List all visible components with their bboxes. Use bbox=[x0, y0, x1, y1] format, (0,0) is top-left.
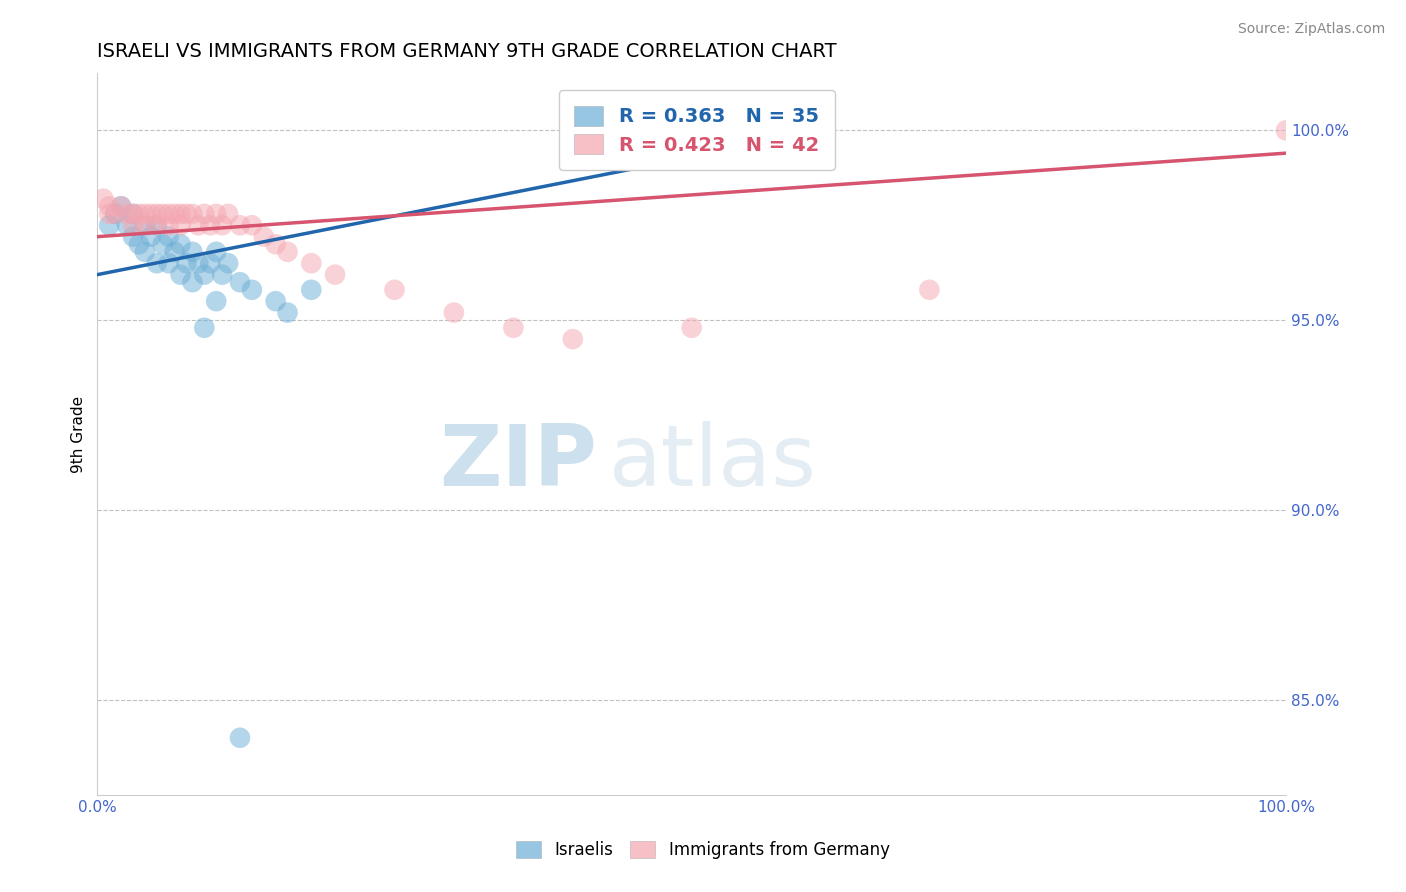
Point bbox=[229, 731, 252, 745]
Point bbox=[229, 275, 252, 289]
Point bbox=[181, 207, 204, 221]
Point bbox=[1275, 123, 1298, 137]
Point bbox=[443, 305, 465, 319]
Point bbox=[98, 207, 121, 221]
Point bbox=[205, 207, 228, 221]
Point bbox=[323, 268, 346, 282]
Point bbox=[157, 207, 180, 221]
Point bbox=[122, 207, 145, 221]
Legend: R = 0.363   N = 35, R = 0.423   N = 42: R = 0.363 N = 35, R = 0.423 N = 42 bbox=[558, 90, 835, 170]
Point bbox=[561, 332, 583, 346]
Point bbox=[139, 207, 162, 221]
Point bbox=[205, 294, 228, 309]
Point bbox=[240, 219, 263, 233]
Point bbox=[169, 268, 191, 282]
Point bbox=[169, 219, 191, 233]
Point bbox=[157, 256, 180, 270]
Point bbox=[205, 244, 228, 259]
Point bbox=[98, 219, 121, 233]
Point bbox=[240, 283, 263, 297]
Point bbox=[122, 229, 145, 244]
Point bbox=[163, 244, 186, 259]
Point bbox=[384, 283, 406, 297]
Point bbox=[146, 219, 169, 233]
Point bbox=[134, 244, 156, 259]
Point bbox=[134, 207, 156, 221]
Point bbox=[176, 207, 198, 221]
Point bbox=[211, 219, 233, 233]
Point bbox=[277, 244, 299, 259]
Point bbox=[157, 229, 180, 244]
Point bbox=[217, 256, 239, 270]
Point bbox=[299, 283, 322, 297]
Point bbox=[98, 199, 121, 213]
Point bbox=[169, 237, 191, 252]
Point bbox=[152, 207, 174, 221]
Point bbox=[277, 305, 299, 319]
Point bbox=[122, 219, 145, 233]
Point bbox=[115, 207, 138, 221]
Point bbox=[264, 294, 287, 309]
Text: Source: ZipAtlas.com: Source: ZipAtlas.com bbox=[1237, 22, 1385, 37]
Point bbox=[122, 207, 145, 221]
Point bbox=[200, 219, 222, 233]
Point bbox=[146, 219, 169, 233]
Point bbox=[211, 268, 233, 282]
Point bbox=[152, 237, 174, 252]
Text: atlas: atlas bbox=[609, 421, 817, 504]
Point bbox=[918, 283, 941, 297]
Point bbox=[139, 229, 162, 244]
Point bbox=[146, 256, 169, 270]
Point bbox=[217, 207, 239, 221]
Point bbox=[181, 244, 204, 259]
Point bbox=[134, 219, 156, 233]
Point bbox=[128, 207, 150, 221]
Point bbox=[115, 219, 138, 233]
Text: ISRAELI VS IMMIGRANTS FROM GERMANY 9TH GRADE CORRELATION CHART: ISRAELI VS IMMIGRANTS FROM GERMANY 9TH G… bbox=[97, 42, 837, 61]
Point bbox=[193, 268, 215, 282]
Point bbox=[193, 320, 215, 334]
Point bbox=[187, 256, 209, 270]
Point bbox=[176, 256, 198, 270]
Point bbox=[104, 207, 127, 221]
Point bbox=[163, 207, 186, 221]
Point bbox=[110, 199, 132, 213]
Legend: Israelis, Immigrants from Germany: Israelis, Immigrants from Germany bbox=[510, 834, 896, 866]
Point bbox=[502, 320, 524, 334]
Point bbox=[229, 219, 252, 233]
Point bbox=[146, 207, 169, 221]
Text: ZIP: ZIP bbox=[439, 421, 596, 504]
Point bbox=[110, 199, 132, 213]
Point bbox=[91, 192, 114, 206]
Point bbox=[193, 207, 215, 221]
Point bbox=[181, 275, 204, 289]
Point bbox=[157, 219, 180, 233]
Y-axis label: 9th Grade: 9th Grade bbox=[72, 395, 86, 473]
Point bbox=[681, 320, 703, 334]
Point bbox=[104, 207, 127, 221]
Point bbox=[134, 219, 156, 233]
Point bbox=[253, 229, 276, 244]
Point bbox=[187, 219, 209, 233]
Point bbox=[299, 256, 322, 270]
Point bbox=[169, 207, 191, 221]
Point bbox=[264, 237, 287, 252]
Point bbox=[128, 237, 150, 252]
Point bbox=[200, 256, 222, 270]
